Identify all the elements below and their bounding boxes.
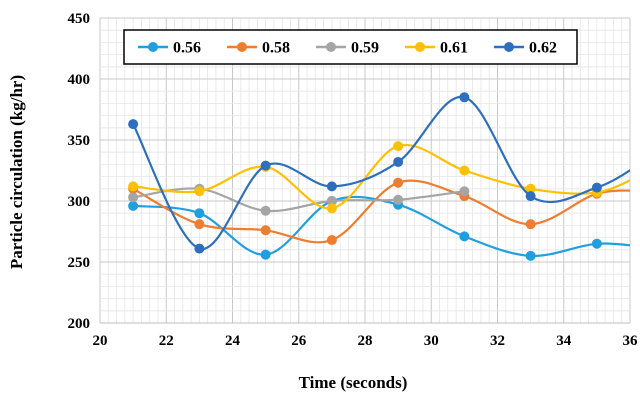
x-tick-label: 36 xyxy=(623,333,639,349)
data-point xyxy=(326,196,337,206)
x-tick-label: 32 xyxy=(490,333,505,349)
series-0.56 xyxy=(128,195,630,261)
x-tick-label: 26 xyxy=(291,333,307,349)
x-tick-label: 20 xyxy=(93,333,108,349)
data-point xyxy=(260,225,271,236)
legend-item-0.56: 0.56 xyxy=(138,40,201,57)
y-tick-label: 300 xyxy=(68,194,91,210)
legend: 0.56 0.58 0.59 0.61 0.62 xyxy=(123,29,578,65)
series-group xyxy=(128,92,630,261)
legend-swatch-marker xyxy=(504,42,514,52)
axes: 20 22 24 26 28 30 32 34 36 200 250 300 350 400 450 xyxy=(68,11,639,349)
legend-item-0.61: 0.61 xyxy=(405,40,468,57)
data-point xyxy=(459,165,470,176)
data-point xyxy=(260,160,271,171)
data-point xyxy=(525,219,536,230)
data-point xyxy=(128,119,139,130)
data-point xyxy=(459,231,470,242)
y-tick-label: 250 xyxy=(68,255,91,271)
y-axis-title: Particle circulation (kg/hr) xyxy=(7,75,26,269)
data-point xyxy=(260,249,271,260)
data-point xyxy=(128,181,139,192)
x-axis-title: Time (seconds) xyxy=(299,373,408,392)
data-point xyxy=(393,177,404,188)
legend-swatch-marker xyxy=(237,42,247,52)
legend-label: 0.62 xyxy=(529,40,557,57)
data-point xyxy=(591,182,602,193)
legend-item-0.58: 0.58 xyxy=(227,40,290,57)
data-point xyxy=(326,235,337,246)
x-tick-label: 28 xyxy=(358,333,373,349)
y-tick-label: 200 xyxy=(68,316,91,332)
x-tick-label: 34 xyxy=(556,333,572,349)
x-tick-label: 30 xyxy=(424,333,439,349)
legend-swatch-marker xyxy=(326,42,336,52)
data-point xyxy=(591,238,602,249)
legend-label: 0.59 xyxy=(351,40,379,57)
data-point xyxy=(326,203,337,214)
data-point xyxy=(459,186,470,197)
grid xyxy=(99,17,631,324)
legend-swatch-marker xyxy=(148,42,158,52)
y-tick-label: 400 xyxy=(68,72,91,88)
data-point xyxy=(194,208,205,219)
y-tick-label: 450 xyxy=(68,11,91,27)
series-line xyxy=(132,187,465,213)
data-point xyxy=(525,183,536,194)
data-point xyxy=(525,191,536,202)
data-point xyxy=(194,186,205,197)
data-point xyxy=(393,194,404,205)
data-point xyxy=(128,200,139,211)
data-point xyxy=(459,92,470,103)
y-tick-label: 350 xyxy=(68,133,91,149)
data-point xyxy=(194,219,205,230)
legend-label: 0.61 xyxy=(440,40,468,57)
x-tick-label: 22 xyxy=(159,333,174,349)
series-line xyxy=(133,143,630,210)
data-point xyxy=(393,156,404,167)
data-point xyxy=(260,205,271,216)
legend-item-0.62: 0.62 xyxy=(494,40,557,57)
legend-item-0.59: 0.59 xyxy=(316,40,379,57)
legend-swatch-marker xyxy=(415,42,425,52)
data-point xyxy=(525,250,536,261)
data-point xyxy=(128,192,139,203)
legend-label: 0.58 xyxy=(262,40,290,57)
legend-label: 0.56 xyxy=(173,40,201,57)
series-0.58 xyxy=(128,177,630,246)
data-point xyxy=(393,141,404,152)
data-point xyxy=(194,243,205,254)
x-tick-label: 24 xyxy=(225,333,241,349)
data-point xyxy=(326,181,337,192)
series-0.62 xyxy=(128,92,630,254)
